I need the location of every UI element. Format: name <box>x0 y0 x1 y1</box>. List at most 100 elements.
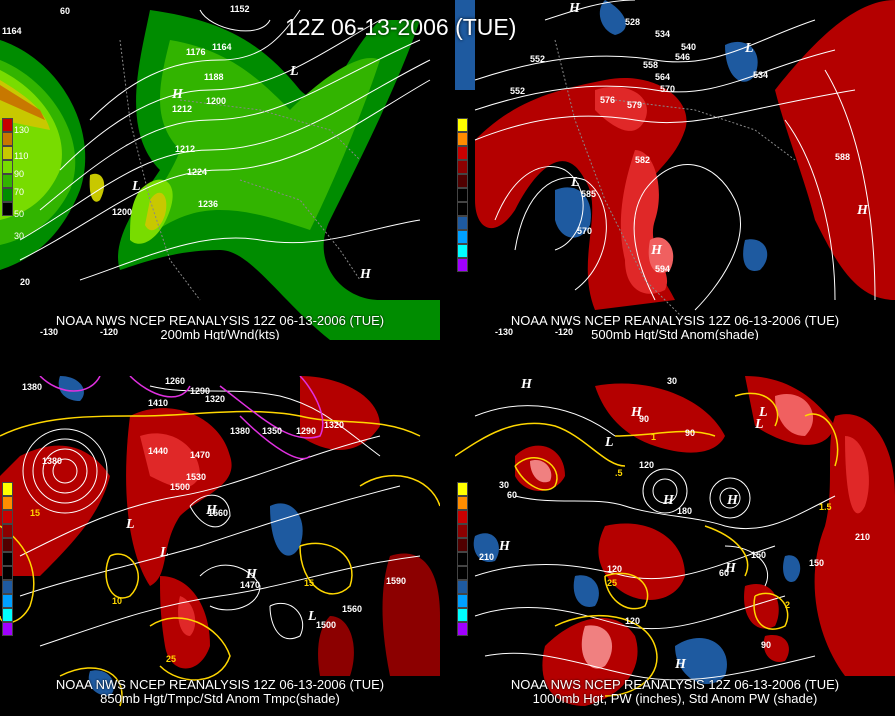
temp-label: 15 <box>304 578 314 588</box>
svg-text:L: L <box>744 41 754 56</box>
height-label: 570 <box>577 226 592 236</box>
height-label: 1410 <box>148 398 168 408</box>
legend <box>457 482 469 636</box>
legend-label: 30 <box>14 231 25 241</box>
height-label: 1212 <box>172 104 192 114</box>
axis-label: -120 <box>100 327 118 337</box>
svg-text:H: H <box>568 1 581 16</box>
legend-label: 110 <box>14 151 29 161</box>
height-label: 594 <box>655 264 670 274</box>
height-label: 570 <box>660 84 675 94</box>
height-label: 90 <box>761 640 771 650</box>
legend-label: 130 <box>14 125 30 135</box>
height-label: 1290 <box>190 386 210 396</box>
height-label: 1380 <box>230 426 250 436</box>
height-label: 585 <box>581 189 596 199</box>
height-label: 1212 <box>175 144 195 154</box>
height-label: 1470 <box>240 580 260 590</box>
height-label: 90 <box>685 428 695 438</box>
legend <box>2 482 14 636</box>
svg-text:L: L <box>758 405 768 420</box>
height-label: 210 <box>479 552 494 562</box>
height-label: 1320 <box>205 394 225 404</box>
height-label: 60 <box>507 490 517 500</box>
legend <box>2 118 14 216</box>
pw-label: 25 <box>607 578 617 588</box>
pw-label: 1.5 <box>819 502 832 512</box>
panel-subtitle: 1000mb Hgt, PW (inches), Std Anom PW (sh… <box>532 691 818 706</box>
height-label: 1380 <box>22 382 42 392</box>
panel-subtitle: 500mb Hgt/Std Anom(shade) <box>591 327 759 340</box>
height-label: 1590 <box>386 576 406 586</box>
height-label: 1176 <box>186 47 206 57</box>
height-label: 1200 <box>112 207 132 217</box>
panel-200mb: 1152 1164 1176 1164 1188 1200 1212 1212 … <box>0 0 440 340</box>
svg-text:H: H <box>726 493 739 508</box>
svg-text:L: L <box>289 64 299 79</box>
height-label: 1164 <box>2 26 22 36</box>
height-label: 1236 <box>198 199 218 209</box>
svg-text:L: L <box>570 175 580 190</box>
height-label: 579 <box>627 100 642 110</box>
height-label: 1500 <box>316 620 336 630</box>
height-label: 120 <box>607 564 622 574</box>
height-label: 1164 <box>212 42 232 52</box>
panel-1000mb: 30 60 90 120 150 180 210 120 90 60 30 15… <box>455 376 895 716</box>
svg-text:H: H <box>205 503 218 518</box>
legend-label: 50 <box>14 209 25 219</box>
height-label: 60 <box>719 568 729 578</box>
height-label: 120 <box>625 616 640 626</box>
svg-text:H: H <box>674 657 687 672</box>
panel-caption: NOAA NWS NCEP REANALYSIS 12Z 06-13-2006 … <box>55 313 385 328</box>
svg-text:H: H <box>630 405 643 420</box>
legend-label: 70 <box>14 187 25 197</box>
svg-text:H: H <box>171 87 184 102</box>
height-label: 552 <box>510 86 525 96</box>
height-label: 1530 <box>186 472 206 482</box>
height-label: 1560 <box>342 604 362 614</box>
height-label: 1188 <box>204 72 224 82</box>
panel-caption: NOAA NWS NCEP REANALYSIS 12Z 06-13-2006 … <box>55 677 385 692</box>
panel-subtitle: 200mb Hgt/Wnd(kts) <box>160 327 280 340</box>
height-label: 1320 <box>324 420 344 430</box>
axis-label: 20 <box>20 277 30 287</box>
pw-label: .5 <box>615 468 623 478</box>
svg-text:L: L <box>159 545 169 560</box>
height-label: 582 <box>635 155 650 165</box>
svg-text:L: L <box>307 609 317 624</box>
legend <box>457 118 469 272</box>
panel-500mb: 552 528 534 540 546 558 564 534 552 570 … <box>455 0 895 340</box>
height-label: 1290 <box>296 426 316 436</box>
legend-label: 90 <box>14 169 25 179</box>
axis-label: -120 <box>555 327 573 337</box>
svg-text:H: H <box>498 539 511 554</box>
height-label: 1260 <box>165 376 185 386</box>
height-label: 588 <box>835 152 850 162</box>
height-label: 150 <box>809 558 824 568</box>
svg-text:H: H <box>724 561 737 576</box>
height-label: 1350 <box>262 426 282 436</box>
height-label: 552 <box>530 54 545 64</box>
svg-text:H: H <box>520 377 533 392</box>
map-200mb: 1152 1164 1176 1164 1188 1200 1212 1212 … <box>0 0 440 340</box>
svg-text:H: H <box>650 243 663 258</box>
pw-label: 1 <box>651 432 656 442</box>
height-label: 1470 <box>190 450 210 460</box>
height-label: 210 <box>855 532 870 542</box>
svg-text:L: L <box>604 435 614 450</box>
height-label: 1224 <box>187 167 207 177</box>
temp-label: 25 <box>166 654 176 664</box>
height-label: 546 <box>675 52 690 62</box>
map-1000mb: 30 60 90 120 150 180 210 120 90 60 30 15… <box>455 376 895 716</box>
svg-text:L: L <box>125 517 135 532</box>
height-label: 576 <box>600 95 615 105</box>
map-850mb: 1380 1260 1290 1320 1410 1380 1350 1320 … <box>0 376 440 716</box>
svg-text:H: H <box>245 567 258 582</box>
svg-text:H: H <box>856 203 869 218</box>
height-label: 90 <box>639 414 649 424</box>
height-label: 1380 <box>42 456 62 466</box>
svg-text:H: H <box>662 493 675 508</box>
height-label: 528 <box>625 17 640 27</box>
page-title: 12Z 06-13-2006 (TUE) <box>285 14 517 40</box>
panel-caption: NOAA NWS NCEP REANALYSIS 12Z 06-13-2006 … <box>510 313 840 328</box>
